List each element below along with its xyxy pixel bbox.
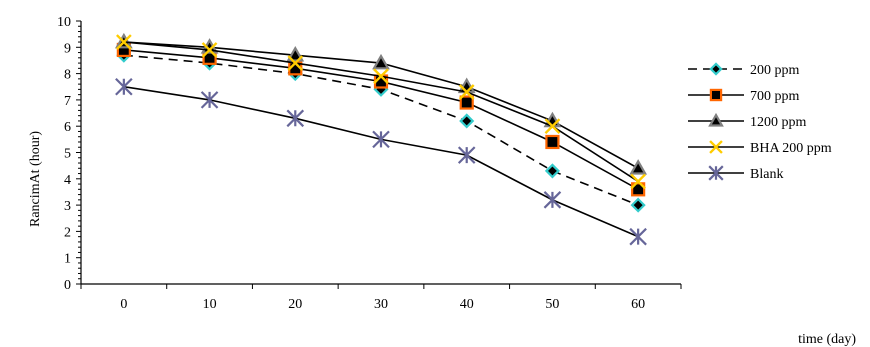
series-200-ppm [116, 47, 646, 213]
data-point [373, 68, 389, 85]
data-point [115, 77, 133, 96]
x-tick-label: 0 [120, 297, 127, 312]
data-point [286, 109, 305, 128]
data-point [544, 163, 560, 179]
series-line [123, 49, 639, 191]
series-blank [115, 77, 647, 246]
data-point [630, 173, 646, 190]
y-tick-label: 8 [64, 68, 71, 83]
y-tick-label: 3 [64, 199, 71, 214]
y-tick-label: 1 [64, 252, 71, 267]
data-point [459, 95, 474, 110]
legend-label: 200 ppm [750, 63, 800, 78]
x-tick-label: 40 [460, 297, 474, 312]
y-tick-label: 6 [64, 120, 71, 135]
legend-item-blank: Blank [688, 165, 783, 182]
data-point [544, 118, 561, 135]
data-point [631, 182, 646, 197]
legend-marker [709, 62, 723, 76]
x-tick-label: 20 [288, 297, 302, 312]
data-point [200, 91, 219, 109]
legend-label: BHA 200 ppm [750, 141, 832, 156]
data-point [287, 55, 304, 71]
data-point [543, 191, 562, 209]
legend-label: 700 ppm [750, 89, 800, 104]
series-bha-200-ppm [116, 34, 646, 190]
y-tick-label: 9 [64, 41, 71, 56]
legend-label: 1200 ppm [750, 115, 807, 130]
legend-item-700-ppm: 700 ppm [688, 88, 800, 104]
data-point [457, 146, 476, 164]
data-point [459, 113, 475, 129]
y-axis-title: RancimAt (hour) [28, 131, 43, 227]
data-point [629, 227, 647, 246]
x-tick-label: 60 [631, 297, 645, 312]
y-tick-label: 5 [64, 147, 71, 162]
legend-marker [709, 140, 723, 154]
legend-item-1200-ppm: 1200 ppm [688, 112, 807, 130]
x-tick-label: 10 [203, 297, 217, 312]
y-ticks: 0 1 2 3 4 5 6 7 8 9 10 [57, 15, 81, 293]
data-point [116, 34, 132, 50]
y-tick-label: 10 [57, 15, 71, 30]
legend-label: Blank [750, 167, 783, 182]
data-point [545, 134, 560, 150]
x-axis-title: time (day) [798, 332, 856, 347]
legend: 200 ppm 700 ppm 1200 ppm BHA 200 ppm Blank [688, 62, 832, 182]
x-ticks: 0 10 20 30 40 50 60 [80, 284, 682, 312]
data-point [372, 53, 390, 70]
data-point [630, 197, 646, 213]
x-tick-label: 30 [374, 297, 388, 312]
legend-item-bha-200-ppm: BHA 200 ppm [688, 140, 832, 156]
legend-marker [708, 165, 724, 181]
legend-marker [708, 112, 724, 127]
data-point [372, 130, 390, 149]
data-point [286, 45, 305, 62]
y-tick-label: 4 [64, 173, 71, 188]
series-layer [114, 32, 648, 246]
legend-marker [709, 88, 723, 102]
data-point [458, 84, 475, 100]
y-tick-label: 0 [64, 278, 71, 293]
series-line [123, 85, 639, 238]
legend-item-200-ppm: 200 ppm [688, 62, 800, 78]
data-point [629, 159, 648, 175]
data-point [201, 42, 218, 58]
y-tick-label: 2 [64, 225, 71, 240]
x-tick-label: 50 [545, 297, 559, 312]
y-tick-label: 7 [64, 94, 71, 109]
